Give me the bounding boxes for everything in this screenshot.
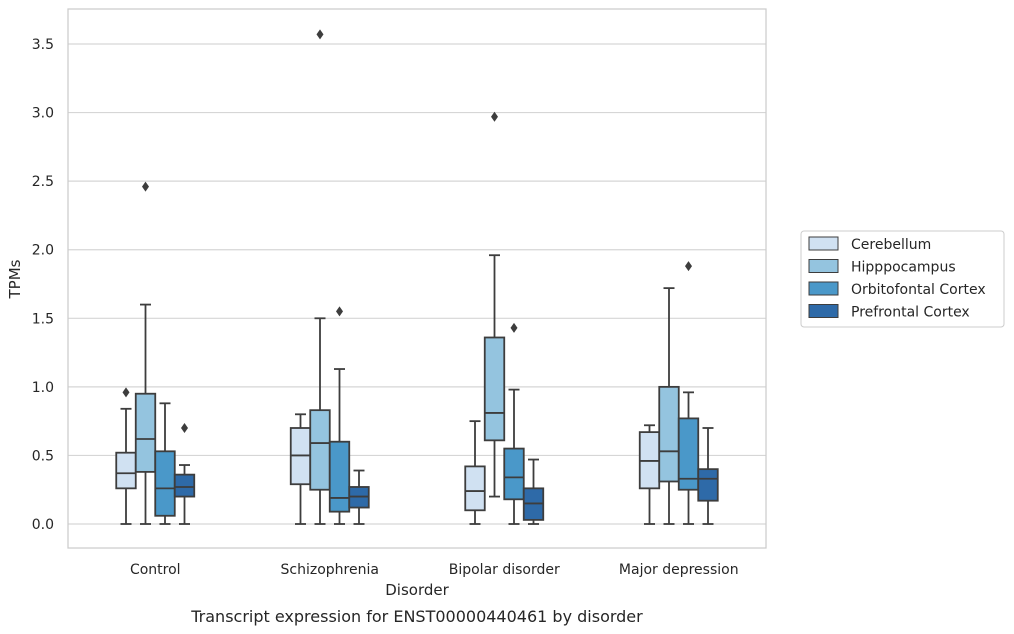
box — [503, 322, 525, 525]
box-iqr — [173, 473, 196, 498]
outlier-point — [316, 29, 324, 40]
box — [173, 423, 196, 525]
legend-swatch — [808, 281, 839, 296]
box-iqr — [697, 468, 719, 502]
legend-label: Cerebellum — [851, 237, 931, 253]
box — [638, 424, 661, 525]
box — [134, 181, 157, 525]
legend-items: Cerebellum Hipppocampus Orbitofontal Corte… — [808, 236, 986, 321]
box — [464, 420, 486, 525]
box-iqr — [503, 447, 525, 501]
box — [522, 458, 545, 525]
box — [348, 469, 370, 525]
box — [115, 387, 137, 525]
box — [309, 29, 331, 525]
legend-swatch — [808, 304, 839, 318]
outlier-point — [142, 181, 149, 192]
outlier-point — [181, 423, 188, 434]
x-axis-ticks: Control Schizophrenia Bipolar disorder Majo… — [130, 562, 739, 578]
x-tick-label: Major depression — [619, 562, 739, 578]
y-axis-ticks: 0.0 0.5 1.0 1.5 2.0 2.5 3.0 3.5 — [32, 37, 54, 533]
outlier-point — [336, 306, 343, 317]
x-tick-label: Bipolar disorder — [449, 562, 560, 578]
series-prefrontal-cortex — [173, 423, 719, 525]
chart-title: Transcript expression for ENST0000044046… — [190, 607, 643, 626]
box-iqr — [154, 450, 176, 517]
x-tick-label: Control — [130, 562, 181, 578]
y-tick-label: 1.0 — [32, 380, 54, 396]
y-tick-label: 3.5 — [32, 37, 54, 53]
outlier-point — [685, 261, 692, 272]
legend: Cerebellum Hipppocampus Orbitofontal Corte… — [800, 230, 1005, 328]
y-tick-label: 2.0 — [32, 243, 54, 259]
box — [289, 413, 312, 525]
box-iqr — [464, 465, 486, 512]
box-iqr — [328, 440, 351, 513]
box-iqr — [483, 336, 506, 442]
box-iqr — [309, 409, 331, 491]
box-iqr — [677, 417, 700, 491]
box-series — [115, 29, 719, 525]
box — [658, 287, 680, 525]
y-axis-label: TPMs — [6, 259, 24, 299]
box — [328, 306, 351, 525]
series-orbitofontal-cortex — [154, 261, 700, 525]
x-tick-label: Schizophrenia — [281, 562, 379, 578]
grid-lines — [68, 43, 766, 525]
legend-label: Prefrontal Cortex — [851, 305, 970, 321]
x-axis-label: Disorder — [385, 581, 449, 599]
box — [677, 261, 700, 525]
box — [697, 427, 719, 525]
series-hipppocampus — [134, 29, 680, 525]
box-iqr — [134, 392, 157, 473]
box-iqr — [115, 451, 137, 490]
y-tick-label: 0.5 — [32, 448, 54, 464]
plot-area-frame — [67, 8, 767, 549]
y-tick-label: 2.5 — [32, 174, 54, 190]
box — [483, 111, 506, 498]
outlier-point — [491, 111, 498, 122]
legend-swatch — [808, 236, 839, 251]
legend-label: Hipppocampus — [851, 260, 956, 276]
y-tick-label: 0.0 — [32, 517, 54, 533]
legend-frame — [800, 230, 1005, 328]
legend-swatch — [808, 259, 839, 273]
y-tick-label: 1.5 — [32, 311, 54, 327]
y-tick-label: 3.0 — [32, 106, 54, 122]
box-iqr — [658, 385, 680, 483]
outlier-point — [510, 322, 518, 333]
box — [154, 402, 176, 525]
series-cerebellum — [115, 387, 661, 525]
outlier-point — [122, 387, 130, 398]
legend-label: Orbitofontal Cortex — [851, 282, 986, 298]
